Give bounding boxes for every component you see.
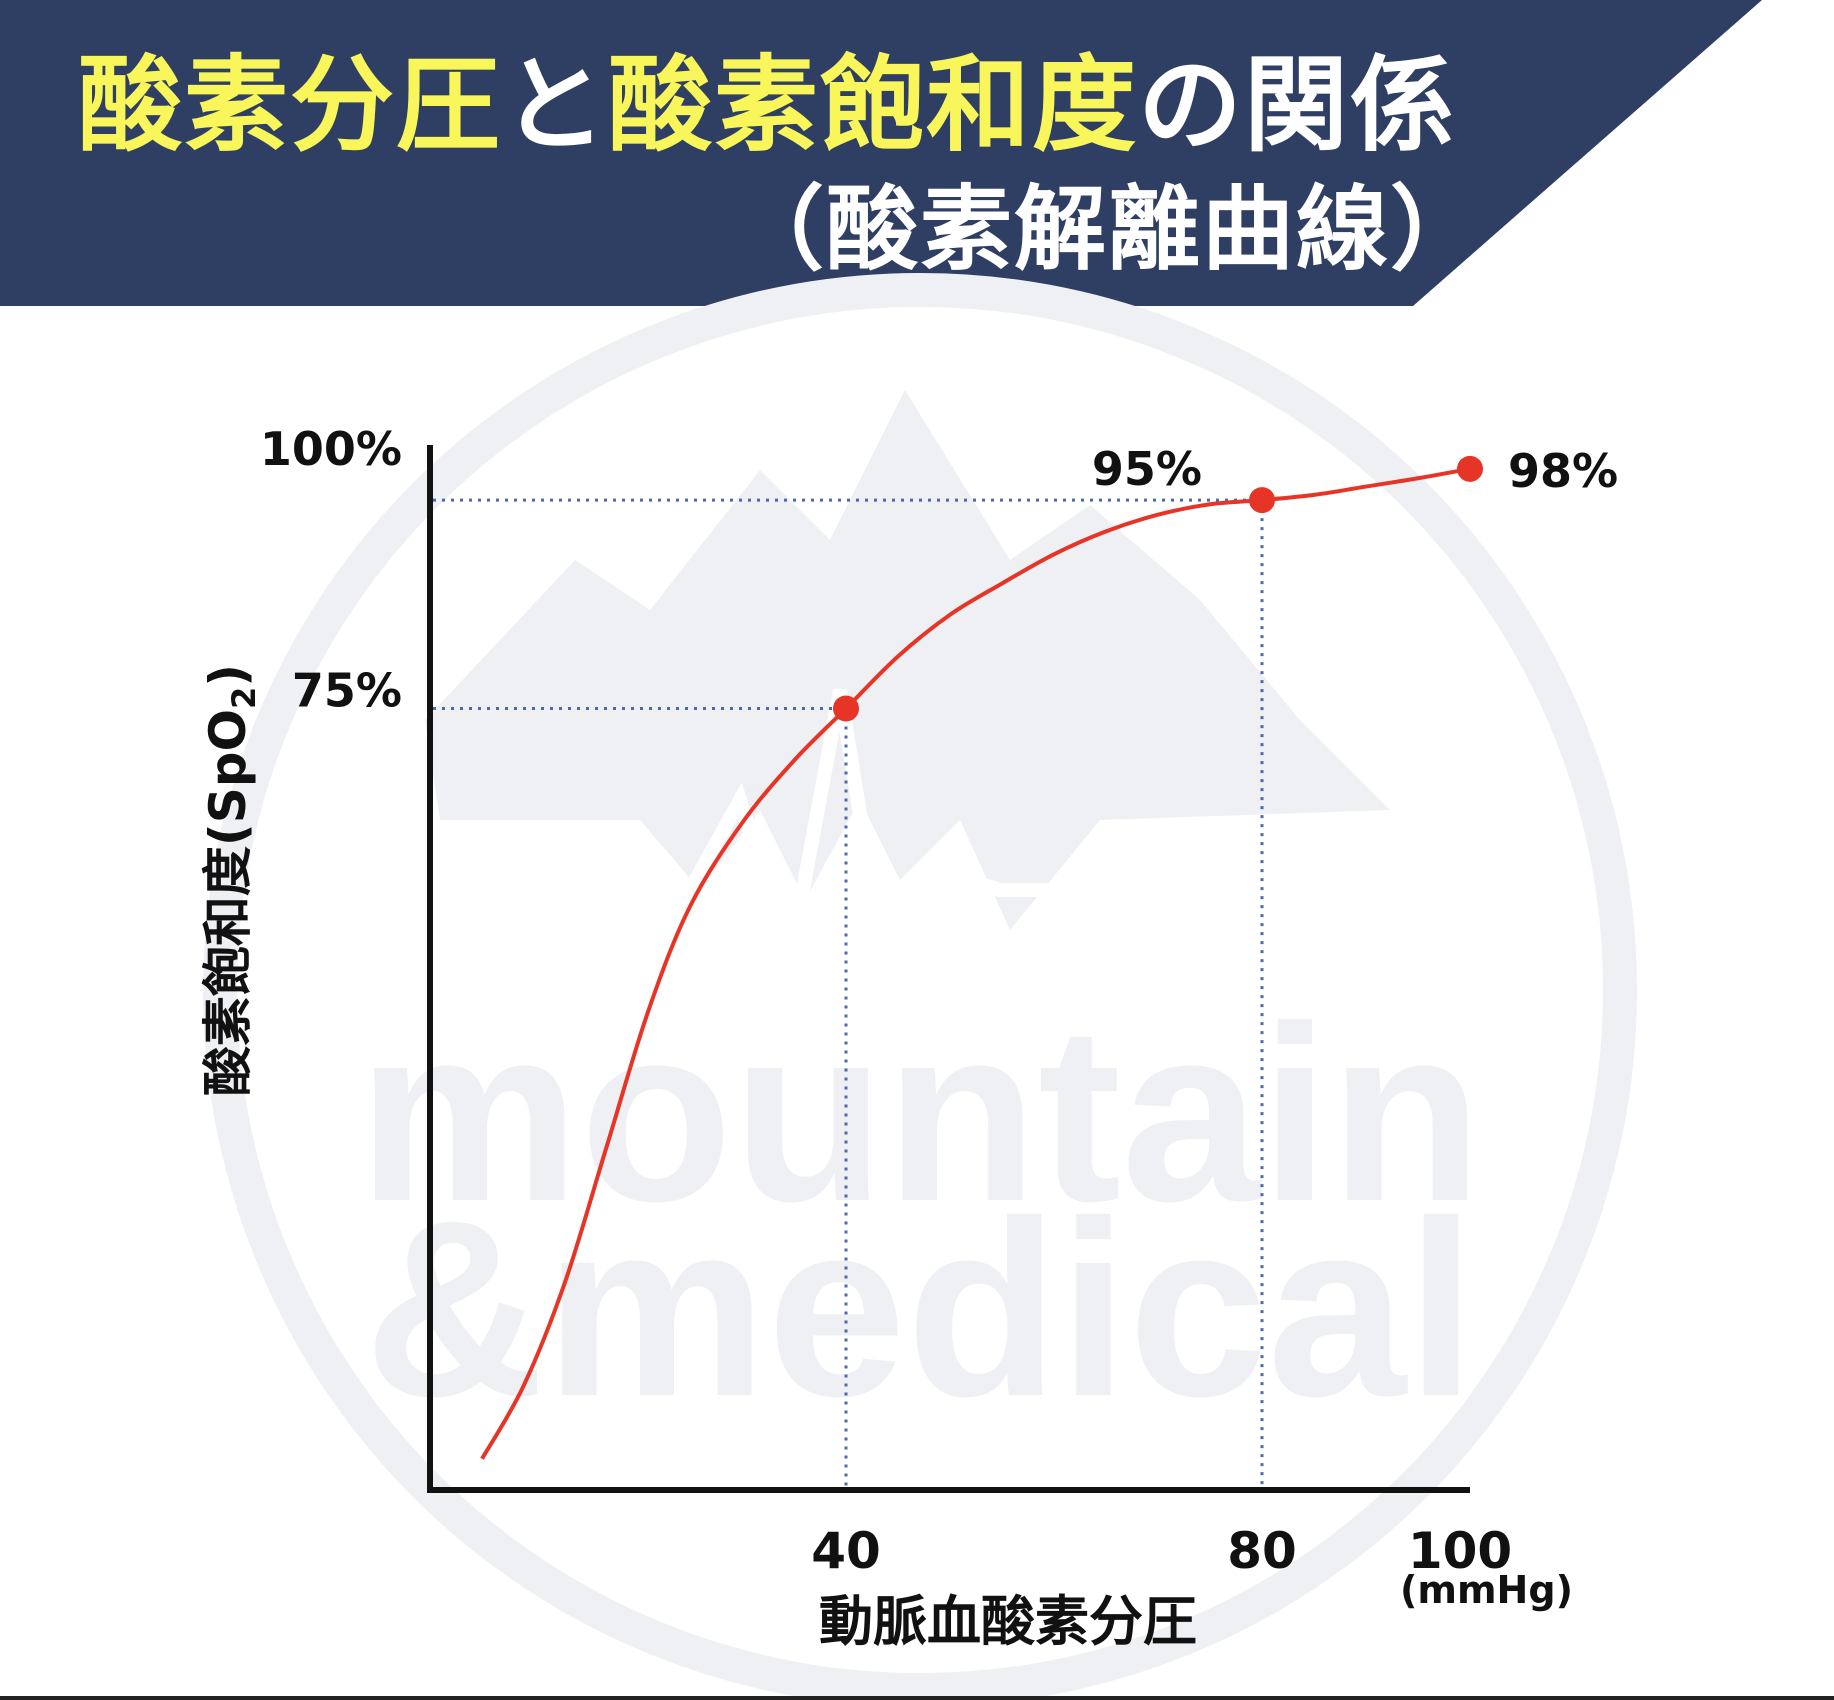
data-label-95: 95% — [1092, 442, 1202, 496]
x-tick-label-40: 40 — [811, 1522, 881, 1580]
title-highlight-oxygen-partial-pressure: 酸素分圧 — [78, 44, 503, 166]
title-relation: の関係 — [1138, 44, 1457, 166]
watermark-text-mountain: mountain — [358, 974, 1483, 1253]
x-axis-unit: (mmHg) — [1400, 1568, 1573, 1612]
title-connector: と — [502, 44, 609, 166]
guide-lines — [433, 498, 1264, 1490]
page-subtitle: （酸素解離曲線） — [732, 176, 1485, 283]
header-banner — [0, 0, 1762, 306]
x-tick-label-80: 80 — [1227, 1522, 1297, 1580]
watermark-ring — [203, 273, 1637, 1700]
watermark-text-medical: &medical — [364, 1169, 1476, 1448]
title-highlight-oxygen-saturation: 酸素飽和度 — [608, 44, 1139, 166]
x-axis-title: 動脈血酸素分圧 — [819, 1590, 1197, 1653]
y-axis-title: 酸素飽和度(SpO2) — [199, 664, 263, 1096]
bottom-divider — [0, 1696, 1834, 1700]
watermark-mountain-icon — [425, 390, 1390, 930]
data-points: 95% 98% — [833, 442, 1618, 722]
x-tick-label-100: 100 — [1408, 1522, 1512, 1580]
data-point-100 — [1457, 455, 1483, 482]
tick-labels: 40 80 100 75% 100% — [260, 422, 1512, 1580]
data-point-40 — [833, 695, 859, 722]
y-axis-title-end: ) — [199, 664, 257, 687]
watermark-logo: mountain &medical — [203, 273, 1637, 1700]
watermark-heartbeat-icon — [300, 688, 1560, 1027]
data-point-80 — [1249, 487, 1275, 514]
header-background — [0, 0, 1762, 306]
data-label-98: 98% — [1508, 444, 1618, 498]
page-title: 酸素分圧と酸素飽和度の関係 — [78, 40, 1456, 170]
y-axis-title-subscript: 2 — [225, 687, 263, 709]
y-axis-title-main: 酸素飽和度(SpO — [199, 709, 257, 1096]
y-tick-label-75: 75% — [292, 664, 402, 718]
y-tick-label-100: 100% — [260, 422, 402, 476]
